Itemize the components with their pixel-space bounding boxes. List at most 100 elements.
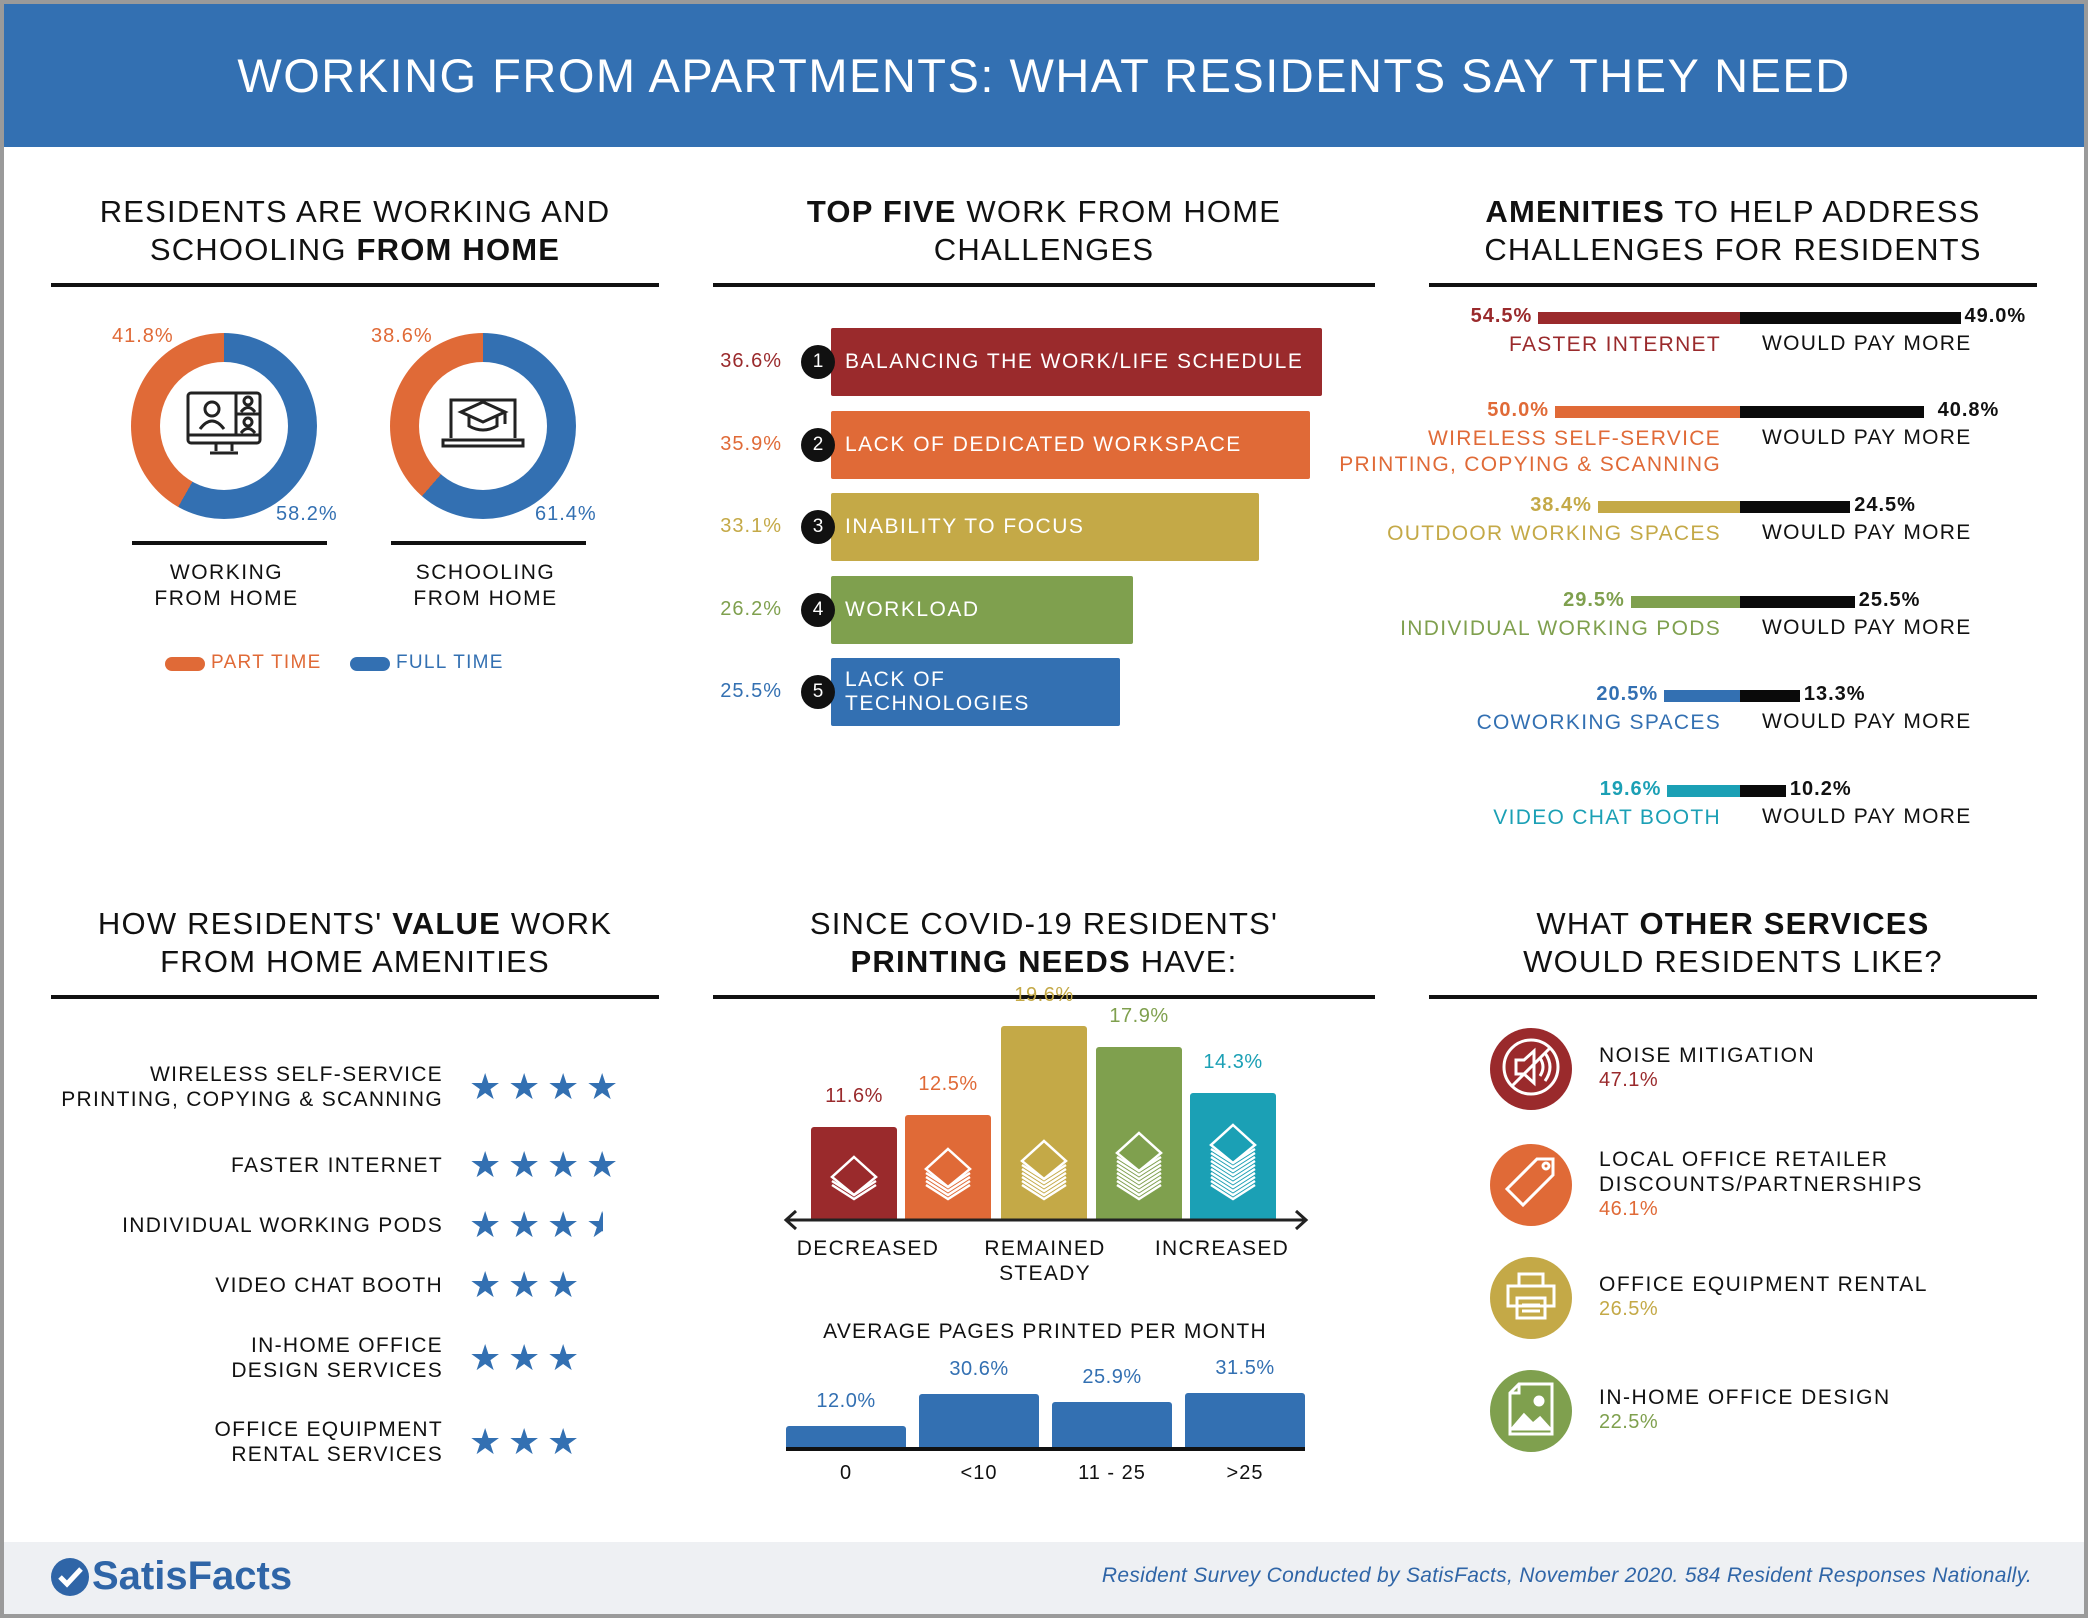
title-text: WHAT <box>1536 906 1640 941</box>
want-bar <box>1597 501 1740 513</box>
caption-line: FROM HOME <box>413 587 558 610</box>
label-line: OUTDOOR WORKING SPACES <box>1387 522 1721 545</box>
pay-more-label: WOULD PAY MORE <box>1762 521 1972 544</box>
title-text: HAVE: <box>1130 944 1238 979</box>
want-bar <box>1555 406 1740 418</box>
donut-caption: WORKING FROM HOME <box>104 560 349 612</box>
printing-bar <box>1096 1047 1182 1220</box>
printing-value-label: 11.6% <box>825 1084 883 1107</box>
challenge-pct: 36.6% <box>720 350 782 372</box>
title-bold: TOP FIVE <box>806 194 957 229</box>
mute-speaker-icon <box>1498 1034 1564 1105</box>
pages-bar <box>786 1426 906 1447</box>
challenge-bar: LACK OF DEDICATED WORKSPACE <box>831 410 1310 479</box>
label-line: PRINTING, COPYING & SCANNING <box>61 1088 443 1111</box>
pages-value-label: 30.6% <box>949 1358 1009 1381</box>
star-icon: ★ <box>508 1421 541 1462</box>
donut-caption: SCHOOLING FROM HOME <box>363 560 608 612</box>
paper-stack-icon <box>923 1147 973 1208</box>
pages-baseline <box>786 1447 1305 1451</box>
challenge-label: LACK OF DEDICATED WORKSPACE <box>845 432 1242 456</box>
challenge-pct: 33.1% <box>720 515 782 537</box>
title-bold: FROM HOME <box>356 232 561 267</box>
amenity-label: WIRELESS SELF-SERVICE PRINTING, COPYING &… <box>1300 426 1721 478</box>
price-tag-icon <box>1501 1153 1561 1218</box>
pages-chart-title: AVERAGE PAGES PRINTED PER MONTH <box>823 1320 1267 1343</box>
section-title-working: RESIDENTS ARE WORKING AND SCHOOLING FROM… <box>51 193 659 287</box>
title-text: CHALLENGES <box>933 232 1155 267</box>
legend-swatch-full-time <box>350 657 390 671</box>
star-icon: ★ <box>469 1421 502 1462</box>
label-line: VIDEO CHAT BOOTH <box>215 1274 443 1297</box>
label-line: FASTER INTERNET <box>1508 333 1721 356</box>
star-icon: ★ <box>469 1264 502 1305</box>
star-icon: ★ <box>586 1066 619 1107</box>
pay-more-bar <box>1740 690 1800 702</box>
pay-more-bar <box>1740 501 1851 513</box>
pages-category-label: 11 - 25 <box>1078 1462 1146 1484</box>
title-text: SCHOOLING <box>149 232 357 267</box>
printing-axis-label: REMAINED STEADY <box>955 1236 1135 1286</box>
challenge-pct: 25.5% <box>720 680 782 702</box>
star-icon: ★ <box>547 1144 580 1185</box>
title-text: WORK FROM HOME <box>956 194 1282 229</box>
star-icon: ★ <box>508 1144 541 1185</box>
survey-note: Resident Survey Conducted by SatisFacts,… <box>1101 1564 2032 1587</box>
service-label: IN-HOME OFFICE DESIGN <box>1599 1386 1891 1409</box>
title-text: RESIDENTS ARE WORKING AND <box>99 194 611 229</box>
pay-more-bar <box>1740 785 1786 797</box>
label-line: IN-HOME OFFICE <box>250 1334 443 1357</box>
service-item: OFFICE EQUIPMENT RENTAL 26.5% <box>1599 1272 1928 1322</box>
star-icon: ★ <box>508 1337 541 1378</box>
printer-badge <box>1490 1257 1572 1339</box>
donut-hole <box>419 362 547 490</box>
star-icon: ★ <box>469 1144 502 1185</box>
section-title-value: HOW RESIDENTS' VALUE WORK FROM HOME AMEN… <box>51 905 659 999</box>
section-title-printing: SINCE COVID-19 RESIDENTS' PRINTING NEEDS… <box>713 905 1375 999</box>
donut-schooling <box>390 333 576 519</box>
full-time-label: 58.2% <box>276 503 338 525</box>
amenity-label: COWORKING SPACES <box>1300 710 1721 736</box>
pages-bar <box>919 1394 1039 1447</box>
brand-logo: SatisFacts <box>92 1554 293 1598</box>
pages-bar <box>1185 1392 1305 1447</box>
service-item: NOISE MITIGATION 47.1% <box>1599 1043 1815 1093</box>
amenity-label: OUTDOOR WORKING SPACES <box>1300 521 1721 547</box>
pages-category-label: <10 <box>960 1462 998 1484</box>
label-line: OFFICE EQUIPMENT <box>214 1418 443 1441</box>
challenge-label: WORKLOAD <box>845 597 980 621</box>
star-icon: ★ <box>586 1144 619 1185</box>
want-pct: 38.4% <box>1530 494 1592 516</box>
star-icon: ★ <box>508 1204 541 1245</box>
half-star-icon: ★ <box>586 1207 603 1243</box>
title-text: WOULD RESIDENTS LIKE? <box>1523 944 1943 979</box>
challenge-label: BALANCING THE WORK/LIFE SCHEDULE <box>845 350 1304 373</box>
pay-more-label: WOULD PAY MORE <box>1762 332 1972 355</box>
title-text: SINCE COVID-19 RESIDENTS' <box>809 906 1279 941</box>
paper-stack-icon <box>1114 1131 1164 1208</box>
pay-pct: 13.3% <box>1803 683 1866 705</box>
section-title-challenges: TOP FIVE WORK FROM HOME CHALLENGES <box>713 193 1375 287</box>
service-label: DISCOUNTS/PARTNERSHIPS <box>1599 1173 1923 1196</box>
rank-badge: 3 <box>801 510 835 544</box>
title-text: WORK <box>501 906 613 941</box>
service-pct: 26.5% <box>1599 1298 1659 1320</box>
rating-label: INDIVIDUAL WORKING PODS <box>40 1213 443 1238</box>
pages-category-label: 0 <box>839 1462 853 1484</box>
printing-bar <box>905 1115 991 1220</box>
challenge-bar: WORKLOAD <box>831 575 1134 644</box>
footer: SatisFacts Resident Survey Conducted by … <box>4 1542 2084 1614</box>
rank-badge: 4 <box>801 592 835 627</box>
legend-label: PART TIME <box>211 652 322 673</box>
star-icon: ★ <box>469 1066 502 1107</box>
title-text: FROM HOME AMENITIES <box>160 944 550 979</box>
pages-category-label: >25 <box>1226 1462 1264 1484</box>
pages-value-label: 25.9% <box>1082 1366 1142 1389</box>
rank-badge: 5 <box>801 675 835 709</box>
paper-stack-icon <box>1208 1123 1258 1208</box>
pages-value-label: 12.0% <box>816 1390 876 1413</box>
challenge-bar: BALANCING THE WORK/LIFE SCHEDULE <box>831 328 1323 396</box>
star-icon: ★ <box>469 1337 502 1378</box>
part-time-label: 41.8% <box>112 325 174 347</box>
